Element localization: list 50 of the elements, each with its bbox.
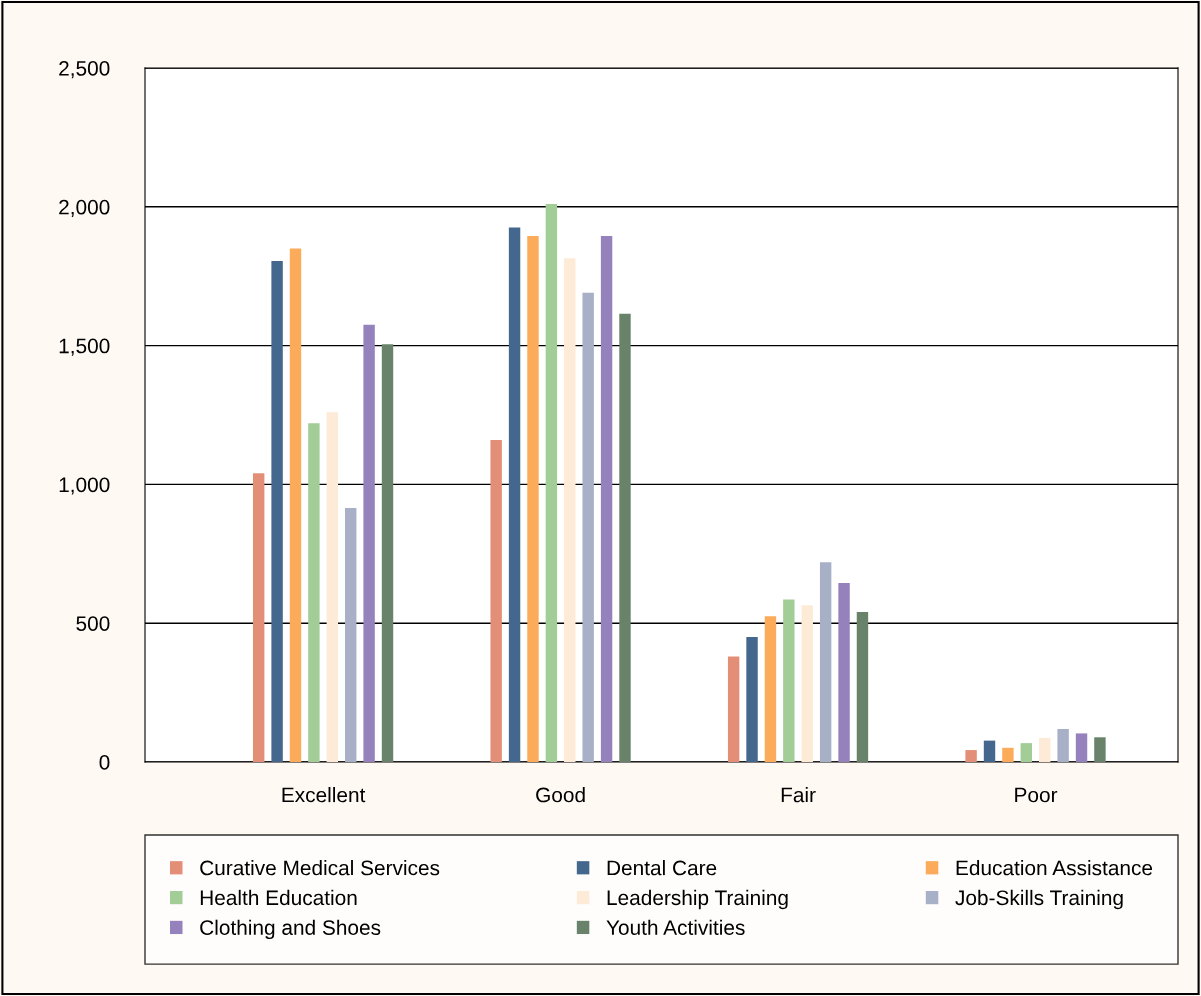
bar <box>345 508 357 762</box>
x-tick-label: Fair <box>781 787 816 803</box>
bar <box>783 599 795 762</box>
y-tick-label: 1,500 <box>59 338 110 356</box>
bar <box>746 637 758 762</box>
y-tick-label: 2,500 <box>59 61 110 79</box>
bar <box>801 605 813 762</box>
bar <box>619 313 631 762</box>
bar <box>600 235 613 762</box>
bar <box>508 227 521 762</box>
bar <box>1075 733 1088 762</box>
legend-label: Dental Care <box>607 860 717 876</box>
bar <box>308 423 320 762</box>
bar <box>1002 747 1014 762</box>
bar <box>326 412 339 762</box>
y-tick-label: 1,000 <box>59 477 110 495</box>
bar <box>965 750 977 762</box>
bar <box>727 656 740 762</box>
x-tick-label: Good <box>536 787 585 803</box>
bar <box>1039 737 1051 762</box>
legend-label: Clothing and Shoes <box>200 919 381 940</box>
bar <box>289 248 302 762</box>
legend-label: Curative Medical Services <box>200 860 440 876</box>
legend-label: Education Assistance <box>956 860 1153 876</box>
bar <box>252 473 265 762</box>
bar <box>856 612 869 762</box>
bar <box>764 616 777 762</box>
legend-label: Job-Skills Training <box>955 889 1123 910</box>
bar <box>983 740 996 762</box>
bar <box>363 324 375 762</box>
y-tick-label: 2,000 <box>59 199 110 218</box>
bar <box>545 204 558 762</box>
bar <box>564 258 576 762</box>
bar <box>838 582 850 762</box>
bar <box>381 344 394 762</box>
bar <box>582 292 594 762</box>
bar <box>1057 728 1069 762</box>
legend-label: Leadership Training <box>607 889 788 910</box>
bar <box>527 235 539 762</box>
x-tick-label: Poor <box>1015 787 1058 803</box>
x-tick-label: Excellent <box>282 787 366 803</box>
y-tick-label: 0 <box>99 755 110 770</box>
bar <box>1020 743 1033 762</box>
legend-label: Youth Activities <box>606 919 745 935</box>
bar <box>490 439 502 762</box>
bar <box>271 260 283 762</box>
legend-label: Health Education <box>200 889 357 906</box>
y-tick-label: 500 <box>76 616 110 631</box>
bar <box>1094 737 1106 762</box>
bar <box>819 562 832 762</box>
